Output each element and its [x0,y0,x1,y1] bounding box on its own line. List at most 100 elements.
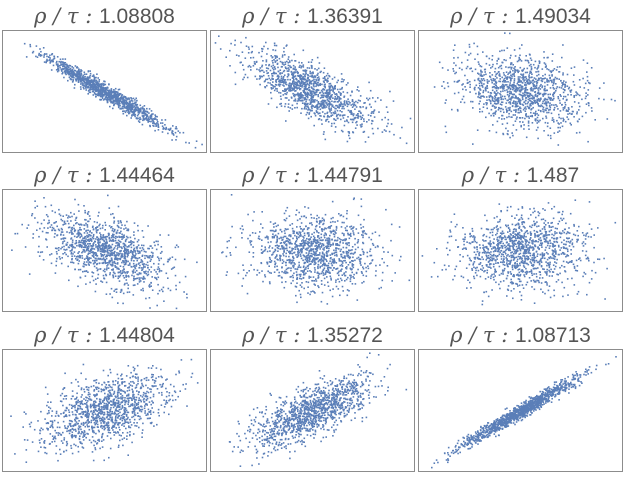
scatter-point [295,75,297,77]
scatter-point [542,109,544,111]
scatter-point [119,241,121,243]
scatter-point [24,43,26,45]
scatter-point [553,88,555,90]
scatter-point [350,104,352,106]
scatter-point [69,216,71,218]
scatter-point [120,256,122,258]
scatter-point [539,60,541,62]
scatter-point [117,278,119,280]
scatter-point [354,102,356,104]
scatter-point [539,85,541,87]
scatter-point [311,94,313,96]
scatter-point [355,122,357,124]
scatter-point [269,283,271,285]
scatter-point [494,98,496,100]
scatter-point [562,74,564,76]
scatter-point [86,270,88,272]
scatter-point [188,142,190,144]
scatter-point [170,290,172,292]
scatter-point [78,81,80,83]
scatter-point [524,101,526,103]
title-prefix: ρ / τ : [34,163,99,187]
scatter-point [495,75,497,77]
scatter-point [549,97,551,99]
scatter-point [102,254,104,256]
scatter-point [125,112,127,114]
scatter-point [528,125,530,127]
scatter-point [183,291,185,293]
scatter-point [570,91,572,93]
scatter-point [186,293,188,295]
scatter-point [344,121,346,123]
scatter-point [272,78,274,80]
scatter-point [71,232,73,234]
scatter-point [578,102,580,104]
scatter-point [159,271,161,273]
scatter-point [171,132,173,134]
scatter-point [316,83,318,85]
scatter-point [282,63,284,65]
scatter-point [132,253,134,255]
scatter-point [169,259,171,261]
scatter-point [93,76,95,78]
scatter-point [311,99,313,101]
scatter-point [540,93,542,95]
scatter-point [368,237,370,239]
scatter-point [84,251,86,253]
scatter-point [107,254,109,256]
scatter-point [525,114,527,116]
scatter-point [374,116,376,118]
scatter-point [362,115,364,117]
scatter-point [78,251,80,253]
scatter-point [587,62,589,64]
scatter-point [82,271,84,273]
scatter-point [301,78,303,80]
panel-title: ρ / τ : 1.36391 [210,3,415,30]
scatter-point [314,77,316,79]
scatter-point [95,291,97,293]
scatter-point [164,124,166,126]
scatter-point [586,103,588,105]
scatter-point [248,52,250,54]
scatter-point [154,245,156,247]
scatter-point [528,76,530,78]
scatter-point [126,279,128,281]
scatter-point [308,109,310,111]
scatter-point [514,78,516,80]
scatter-point [563,92,565,94]
scatter-point [507,74,509,76]
scatter-point [344,125,346,127]
scatter-point [144,266,146,268]
scatter-point [509,98,511,100]
scatter-point [539,99,541,101]
scatter-point [62,68,64,70]
scatter-point [88,252,90,254]
scatter-point [551,82,553,84]
scatter-point [262,48,264,50]
scatter-point [133,294,135,296]
scatter-point [47,216,49,218]
scatter-point [299,87,301,89]
scatter-point [312,97,314,99]
scatter-point [125,227,127,229]
scatter-point [101,83,103,85]
scatter-point [562,84,564,86]
scatter-point [161,251,163,253]
scatter-point [483,83,485,85]
scatter-point [511,77,513,79]
scatter-point [509,107,511,109]
scatter-point [61,247,63,249]
scatter-point [60,215,62,217]
scatter-point [110,214,112,216]
scatter-point [559,71,561,73]
scatter-point [558,114,560,116]
scatter-point [547,126,549,128]
scatter-point [88,77,90,79]
scatter-point [154,269,156,271]
scatter-point [125,245,127,247]
scatter-point [138,239,140,241]
scatter-point [544,62,546,64]
scatter-point [568,109,570,111]
scatter-point [242,79,244,81]
scatter-point [283,76,285,78]
